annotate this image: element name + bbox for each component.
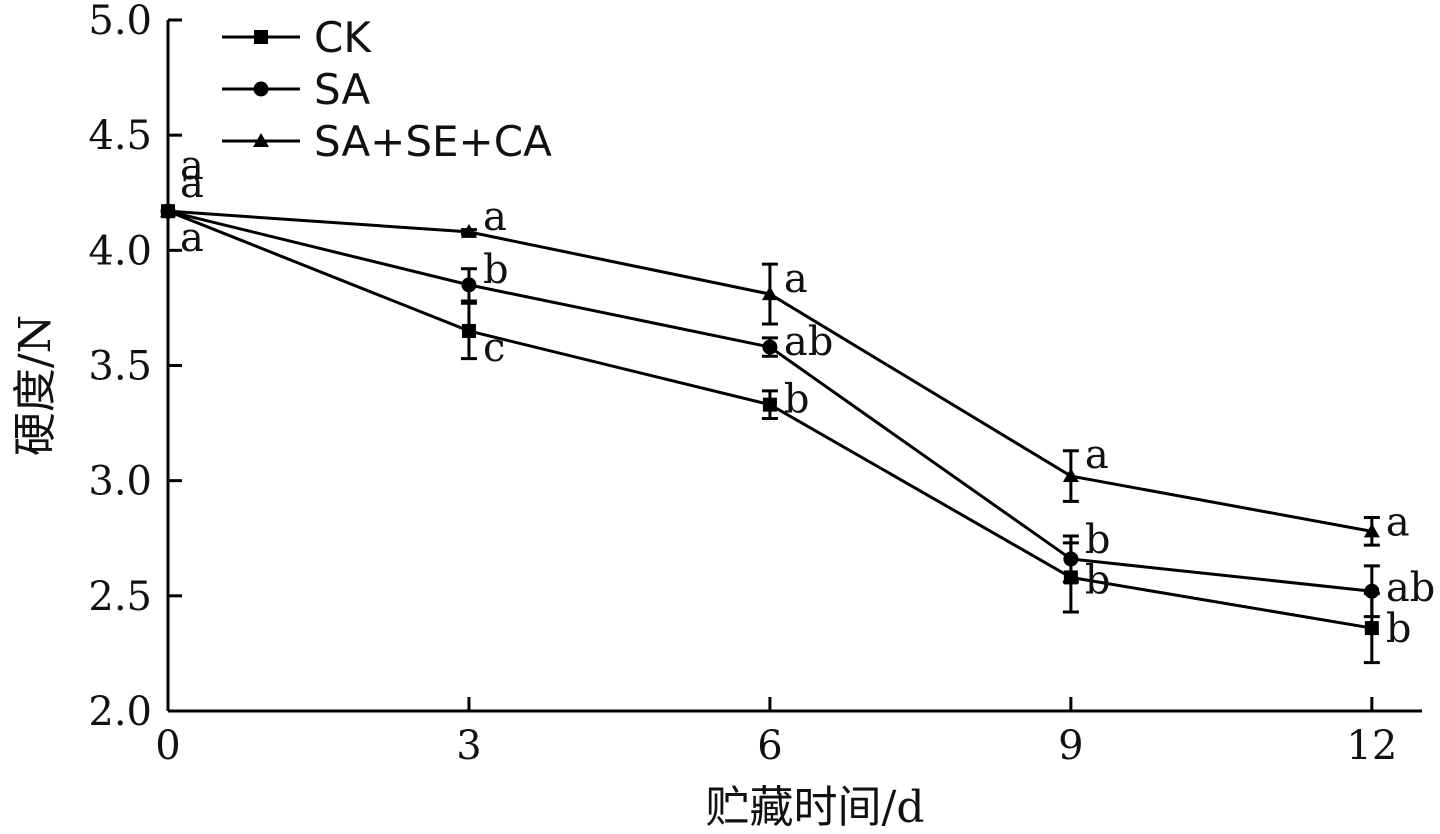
- y-tick-label: 2.5: [88, 574, 152, 620]
- data-point-sa-se-ca: [761, 286, 778, 301]
- significance-label-sa-se-ca: a: [1386, 499, 1410, 545]
- x-tick-label: 0: [155, 723, 180, 769]
- y-tick-label: 3.0: [88, 459, 152, 505]
- data-point-sa: [1063, 551, 1079, 567]
- axes: 2.0 2.5 3.0 3.5 4.0 4.5 5.0 0 3 6 9 12: [88, 0, 1422, 769]
- y-tick-label: 5.0: [88, 0, 152, 44]
- data-point-sa: [461, 277, 477, 293]
- legend-item-sa-se-ca: SA+SE+CA: [222, 117, 552, 166]
- significance-label-ck: c: [483, 325, 505, 371]
- y-tick-label: 4.5: [88, 113, 152, 159]
- legend-item-ck: CK: [222, 13, 372, 62]
- y-tick-label: 4.0: [88, 228, 152, 274]
- significance-label-sa-se-ca: a: [180, 143, 204, 189]
- x-tick-label: 12: [1346, 723, 1397, 769]
- significance-label-sa-se-ca: a: [483, 194, 507, 240]
- y-axis-title: 硬度/N: [10, 315, 61, 456]
- significance-label-ck: b: [1085, 557, 1111, 603]
- data-point-sa-se-ca: [1363, 523, 1380, 538]
- significance-label-sa: ab: [784, 319, 833, 365]
- data-point-sa-se-ca: [460, 223, 477, 238]
- legend-marker-ck: [254, 30, 268, 44]
- significance-label-sa: b: [1085, 517, 1111, 563]
- x-tick-label: 9: [1058, 723, 1083, 769]
- data-point-ck: [762, 397, 777, 412]
- significance-label-sa: b: [483, 247, 509, 293]
- x-tick-label: 6: [757, 723, 782, 769]
- legend-label: SA: [314, 65, 370, 114]
- data-point-ck: [461, 323, 476, 338]
- legend-label: CK: [314, 13, 372, 62]
- data-point-ck: [1364, 621, 1379, 636]
- legend-item-sa: SA: [222, 65, 370, 114]
- series-line-sa-se-ca: [167, 209, 1373, 533]
- legend-marker-sa-se-ca: [253, 133, 269, 147]
- significance-label-sa: a: [180, 161, 204, 207]
- data-point-sa: [1364, 583, 1380, 599]
- data-point-sa-se-ca: [160, 203, 176, 218]
- significance-label-sa-se-ca: a: [1085, 432, 1109, 478]
- significance-label-sa-se-ca: a: [784, 256, 808, 302]
- x-axis-title: 贮藏时间/d: [706, 782, 925, 833]
- x-tick-label: 3: [456, 723, 481, 769]
- data-point-sa-se-ca: [1062, 468, 1079, 483]
- significance-label-ck: a: [180, 215, 204, 261]
- data-point-sa: [762, 339, 778, 355]
- y-tick-label: 3.5: [88, 344, 152, 390]
- significance-label-ck: b: [784, 377, 810, 423]
- legend-label: SA+SE+CA: [314, 117, 552, 166]
- significance-label-sa: ab: [1386, 565, 1435, 611]
- y-tick-label: 2.0: [88, 689, 152, 735]
- significance-label-ck: b: [1386, 606, 1412, 652]
- legend-marker-sa: [253, 81, 269, 97]
